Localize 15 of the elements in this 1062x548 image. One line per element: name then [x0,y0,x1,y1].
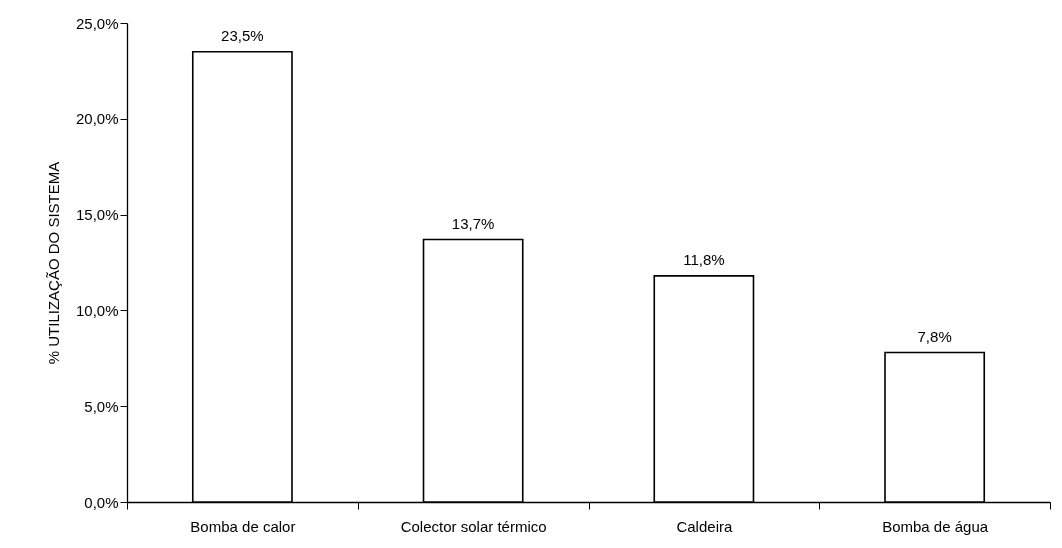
data-label: 23,5% [221,26,264,44]
data-label: 7,8% [917,327,952,345]
y-axis-title: % UTILIZAÇÃO DO SISTEMA [44,161,62,365]
y-tick-label: 15,0% [75,206,119,224]
y-tick-label: 5,0% [84,397,119,415]
y-tick-label: 0,0% [84,493,119,511]
y-tick-label: 25,0% [75,14,119,32]
x-tick-label: Caldeira [676,517,733,535]
y-tick-label: 20,0% [75,110,119,128]
x-tick-label: Bomba de água [882,517,989,535]
x-tick-label: Bomba de calor [190,517,296,535]
x-tick-label: Colector solar térmico [400,517,547,535]
data-label: 11,8% [683,250,725,268]
data-label: 13,7% [451,214,495,232]
y-tick-label: 10,0% [75,301,119,319]
